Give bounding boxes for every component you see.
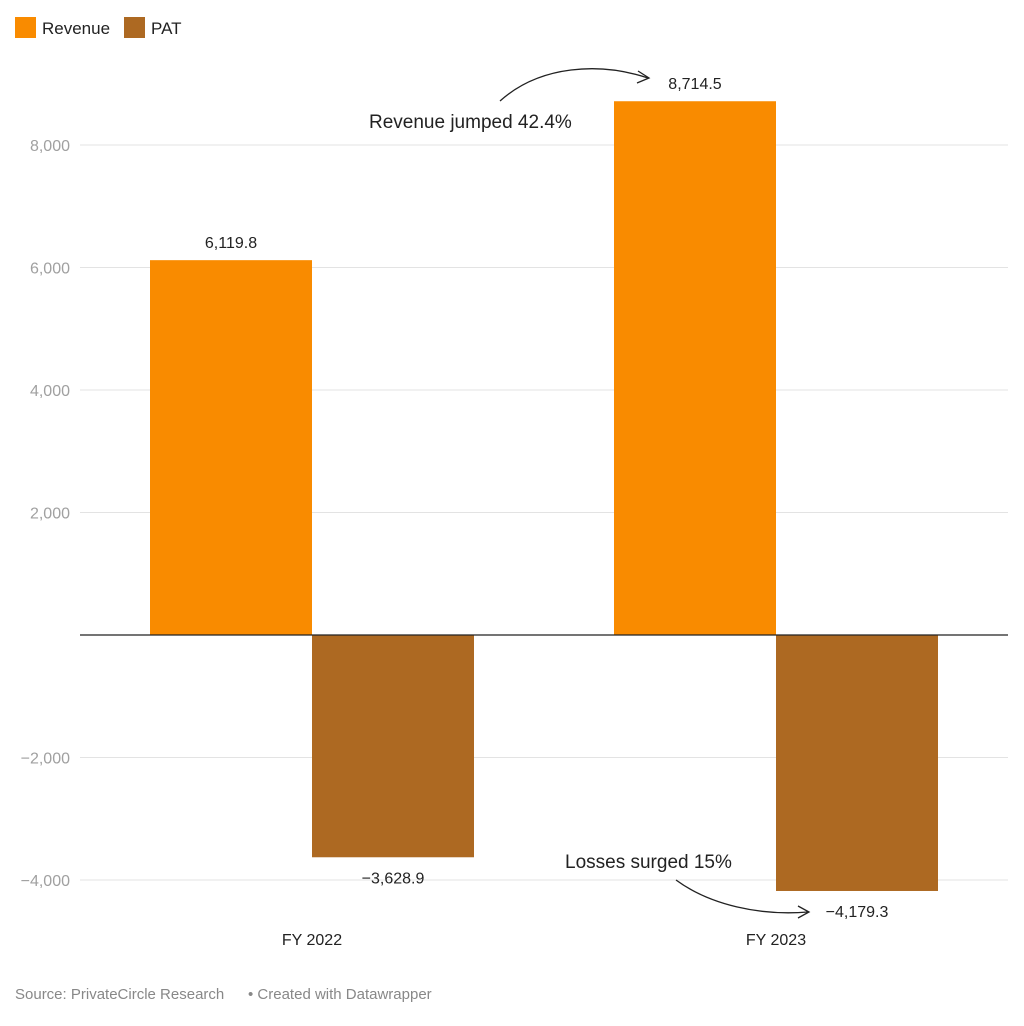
legend-swatch-revenue (15, 17, 36, 38)
annotation-revenue: Revenue jumped 42.4% (369, 68, 651, 133)
bar-pat-0 (312, 635, 474, 858)
annotation-losses-text: Losses surged 15% (565, 852, 732, 873)
legend-label-pat: PAT (151, 19, 182, 38)
y-tick-label: 4,000 (30, 383, 70, 400)
x-category-label: FY 2023 (746, 932, 806, 949)
annotation-revenue-text: Revenue jumped 42.4% (369, 112, 572, 133)
data-labels: 6,119.8 −3,628.9 8,714.5 −4,179.3 (205, 76, 889, 921)
y-tick-label: 2,000 (30, 506, 70, 523)
annotation-revenue-arrow (499, 68, 649, 102)
y-tick-label: −2,000 (21, 751, 70, 768)
legend-label-revenue: Revenue (42, 19, 110, 38)
category-labels: FY 2022 FY 2023 (282, 932, 806, 949)
annotation-losses-arrowhead (797, 905, 811, 919)
data-label: 8,714.5 (668, 76, 721, 93)
annotation-losses: Losses surged 15% (565, 852, 811, 919)
data-label: −4,179.3 (826, 904, 889, 921)
source-text: Source: PrivateCircle Research (15, 986, 224, 1003)
y-tick-label: −4,000 (21, 873, 70, 890)
x-category-label: FY 2022 (282, 932, 342, 949)
bar-revenue-0 (150, 260, 312, 635)
bars (150, 101, 938, 891)
annotation-revenue-arrowhead (636, 70, 651, 84)
bar-pat-1 (776, 635, 938, 891)
credit-text: • Created with Datawrapper (248, 986, 432, 1003)
y-tick-label: 8,000 (30, 138, 70, 155)
data-label: −3,628.9 (362, 870, 425, 887)
data-label: 6,119.8 (205, 235, 257, 252)
y-tick-label: 6,000 (30, 261, 70, 278)
bar-revenue-1 (614, 101, 776, 635)
legend: Revenue PAT (15, 17, 182, 38)
annotation-losses-arrow (675, 879, 809, 914)
legend-swatch-pat (124, 17, 145, 38)
